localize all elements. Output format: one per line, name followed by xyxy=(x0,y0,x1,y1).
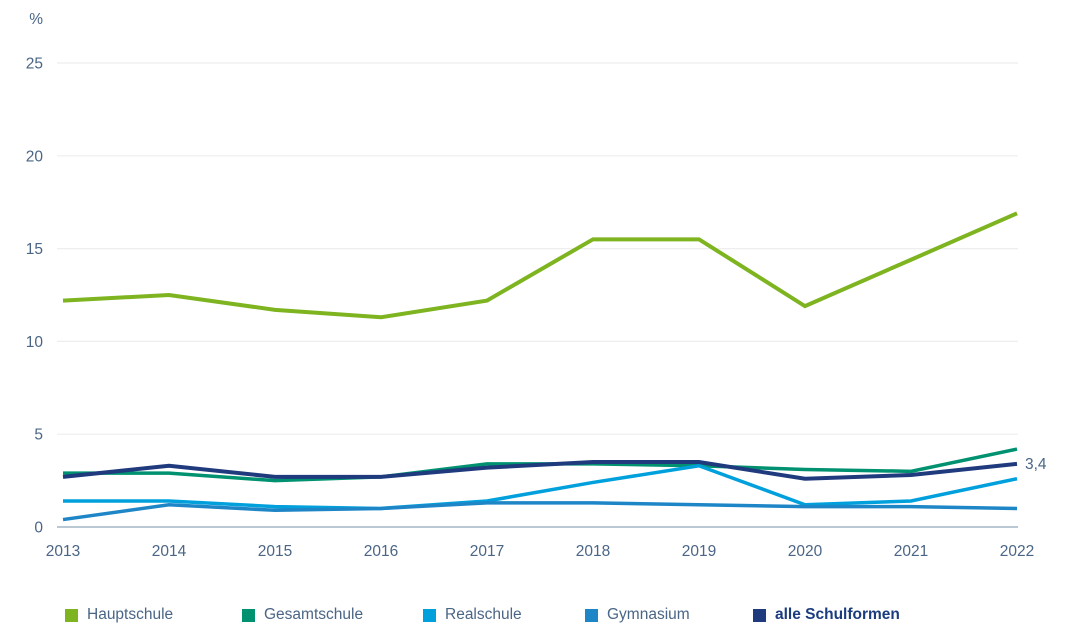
x-tick-label: 2019 xyxy=(682,543,716,560)
legend-item-gymnasium: Gymnasium xyxy=(585,606,690,624)
y-tick-label: 25 xyxy=(26,56,43,73)
x-tick-label: 2015 xyxy=(258,543,292,560)
x-tick-label: 2013 xyxy=(46,543,80,560)
value-annotation: 3,4 xyxy=(1025,456,1047,473)
chart-legend: Hauptschule Gesamtschule Realschule Gymn… xyxy=(0,606,1080,626)
y-tick-label: 5 xyxy=(34,427,43,444)
y-tick-label: 10 xyxy=(26,334,44,351)
legend-label-hauptschule: Hauptschule xyxy=(87,606,174,623)
x-tick-label: 2014 xyxy=(152,543,187,560)
y-axis-unit-label: % xyxy=(29,11,43,28)
x-tick-label: 2021 xyxy=(894,543,928,560)
legend-item-gesamtschule: Gesamtschule xyxy=(242,606,363,624)
legend-label-alle-schulformen: alle Schulformen xyxy=(775,606,900,623)
legend-label-realschule: Realschule xyxy=(445,606,522,623)
x-tick-label: 2017 xyxy=(470,543,504,560)
legend-item-realschule: Realschule xyxy=(423,606,522,624)
y-tick-label: 15 xyxy=(26,241,43,258)
legend-label-gymnasium: Gymnasium xyxy=(607,606,690,623)
y-tick-label: 0 xyxy=(34,520,43,537)
series-line-hauptschule xyxy=(62,211,1018,320)
legend-swatch-hauptschule xyxy=(65,608,78,622)
x-tick-label: 2020 xyxy=(788,543,823,560)
legend-swatch-realschule xyxy=(423,608,436,622)
x-tick-label: 2016 xyxy=(364,543,398,560)
x-tick-label: 2022 xyxy=(1000,543,1034,560)
x-tick-label: 2018 xyxy=(576,543,610,560)
series-line-alle-schulformen xyxy=(62,460,1018,481)
legend-item-alle-schulformen: alle Schulformen xyxy=(753,606,900,624)
legend-item-hauptschule: Hauptschule xyxy=(65,606,173,624)
series-line-realschule xyxy=(63,463,1018,511)
legend-swatch-gesamtschule xyxy=(242,608,255,622)
legend-swatch-gymnasium xyxy=(585,608,598,622)
legend-swatch-alle-schulformen xyxy=(753,608,766,622)
series-line-gymnasium xyxy=(62,501,1018,522)
y-tick-label: 20 xyxy=(26,148,44,165)
legend-label-gesamtschule: Gesamtschule xyxy=(264,606,364,623)
